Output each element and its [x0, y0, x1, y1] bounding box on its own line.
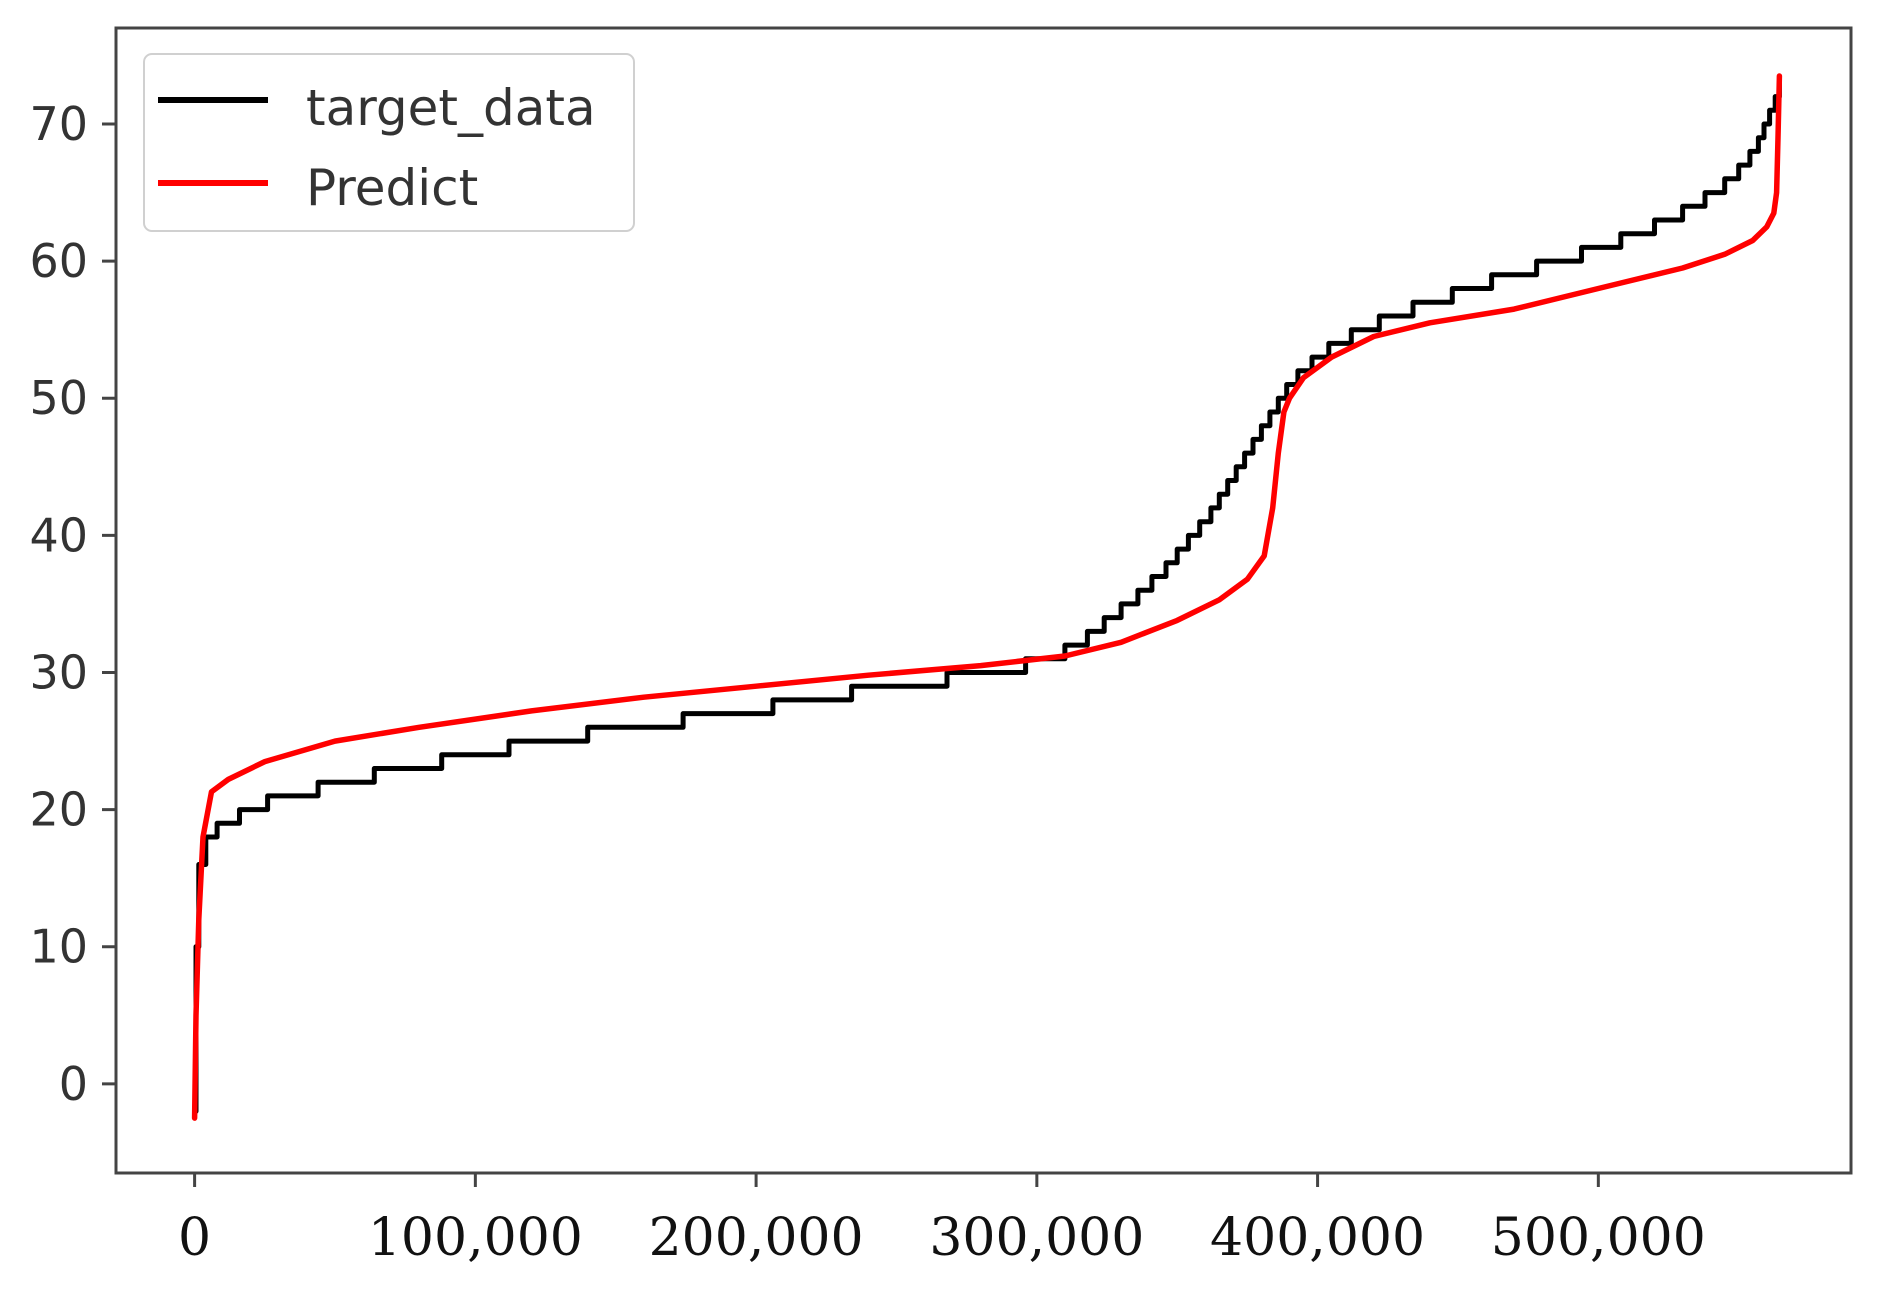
- legend-label-target-data: target_data: [306, 79, 596, 137]
- x-tick-label: 200,000: [649, 1208, 864, 1268]
- y-tick-label: 50: [29, 371, 88, 425]
- y-tick-label: 30: [29, 645, 88, 699]
- y-tick-label: 20: [29, 783, 88, 837]
- plot-frame: [114, 26, 1853, 1175]
- x-tick-label: 300,000: [929, 1208, 1144, 1268]
- x-tick-label: 0: [178, 1208, 211, 1268]
- x-axis: 0 100,000 200,000 300,000 400,000 500,000: [178, 1173, 1706, 1268]
- x-tick-label: 500,000: [1491, 1208, 1706, 1268]
- legend: target_data Predict: [143, 53, 635, 232]
- y-tick-label: 40: [29, 508, 88, 562]
- y-tick-label: 0: [59, 1057, 88, 1111]
- x-tick-label: 400,000: [1210, 1208, 1425, 1268]
- y-tick-label: 60: [29, 234, 88, 288]
- y-tick-label: 10: [29, 920, 88, 974]
- y-axis: 0 10 20 30 40 50 60 70: [29, 97, 116, 1111]
- x-tick-label: 100,000: [368, 1208, 583, 1268]
- series-line-predict: [191, 73, 1783, 1121]
- series-layer: [191, 73, 1783, 1121]
- legend-label-predict: Predict: [306, 159, 478, 217]
- series-line-target-data: [192, 80, 1782, 1114]
- y-tick-label: 70: [29, 97, 88, 151]
